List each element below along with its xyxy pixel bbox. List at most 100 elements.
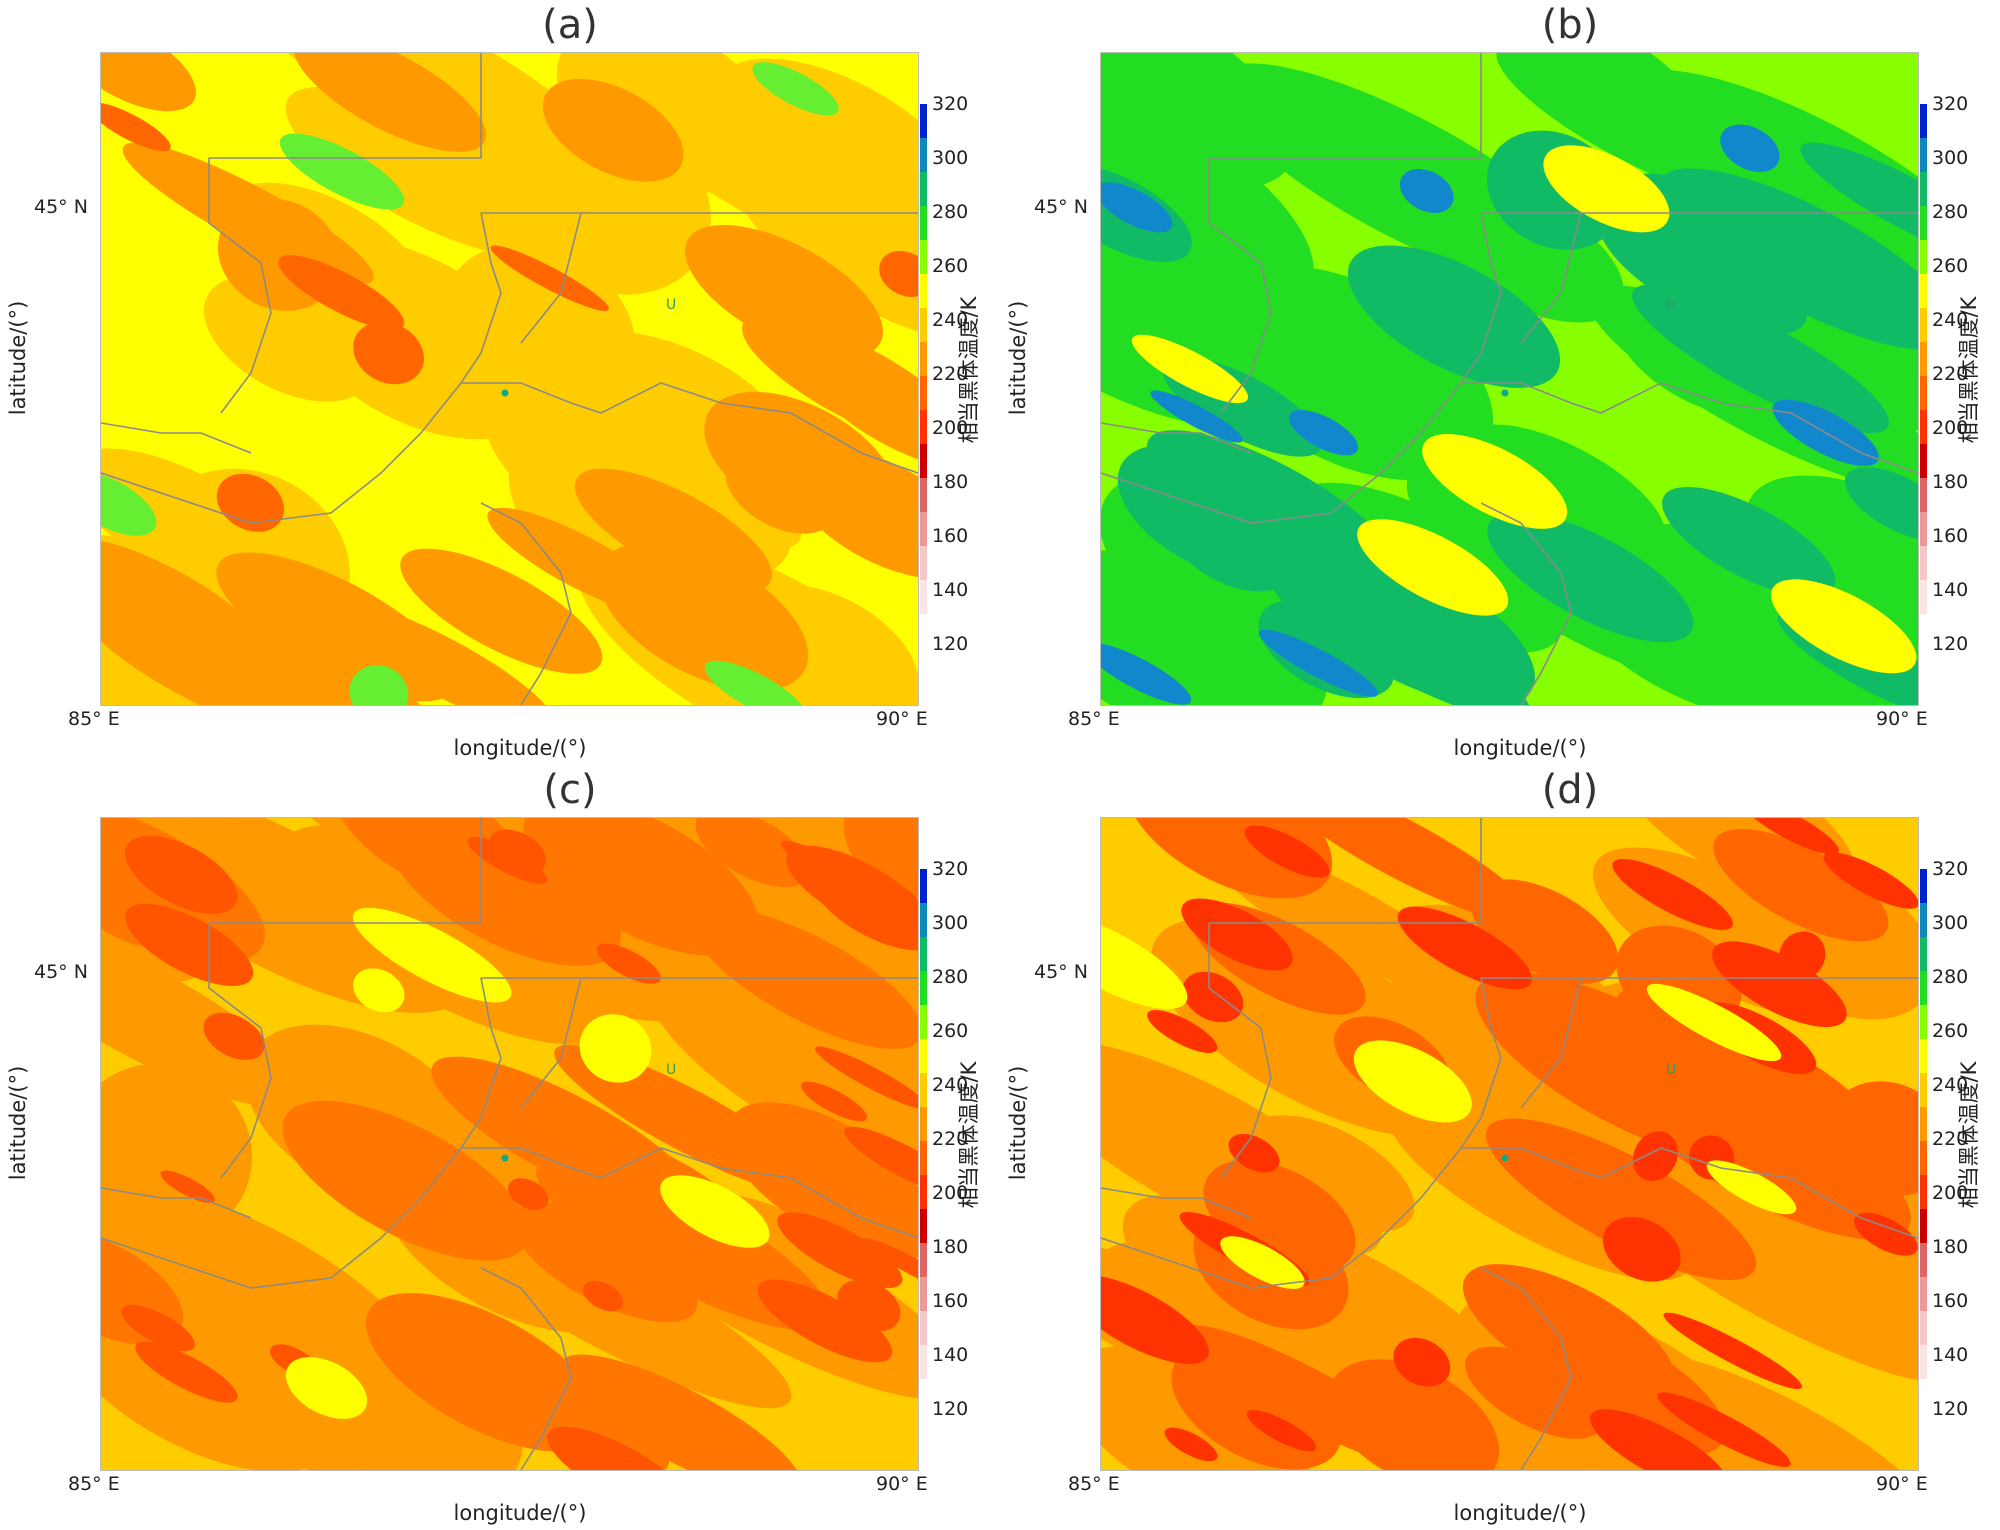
x-axis-label: longitude/(°) [1453,1501,1587,1525]
field-blob [879,250,918,298]
field-blob [285,1357,368,1419]
field-blob [1220,1236,1305,1289]
colorbar-segment [920,104,927,139]
boundary-line [480,502,572,705]
colorbar-segment [920,580,927,615]
field-blob [1181,898,1293,971]
colorbar-segment [1920,937,1927,972]
field-blob [617,53,881,192]
boundary-line [1520,977,1582,1109]
lon-tick-left: 85° E [1068,1473,1120,1495]
colorbar-segment [920,937,927,972]
boundary-line [480,1267,572,1470]
lon-tick-right: 90° E [876,1473,928,1495]
field-blob [574,468,772,593]
boundary-line [1101,1187,1252,1219]
colorbar-segment [1920,903,1927,938]
station-marker [501,389,509,397]
colorbar-segment [920,1039,927,1074]
map-plot: U [100,817,919,1471]
colorbar-tick: 280 [932,201,969,223]
field-blob [1470,879,1619,984]
colorbar-tick: 140 [1932,1344,1969,1366]
colorbar-tick: 220 [932,363,969,385]
colorbar-tick: 220 [1932,1128,1969,1150]
field-blob [1182,971,1244,1023]
colorbar-tick: 200 [932,417,969,439]
field-blob [725,448,837,534]
boundary-line [209,818,482,924]
y-axis-label: latitude/(°) [6,300,30,416]
field-blob [844,1126,918,1196]
boundary-line [1480,1267,1572,1470]
colorbar-tick: 260 [1932,1020,1969,1042]
field-blob [365,1293,605,1452]
field-blob [278,255,405,330]
field-blob [1258,629,1378,697]
boundary-line [1208,158,1272,414]
field-blob [124,835,238,914]
field-blob [1101,1274,1210,1364]
colorbar-segment [920,1277,927,1312]
field-blob [1269,818,1533,923]
field-blob [1353,1040,1472,1123]
field-blob [1101,1345,1311,1470]
field-blob [1288,410,1359,456]
boundary-line [101,977,502,1289]
lon-tick-left: 85° E [68,1473,120,1495]
field-blob [1657,1392,1791,1467]
field-blob [1101,642,1192,705]
colorbar-segment [1920,240,1927,275]
colorbar-segment [920,308,927,343]
field-blob [121,1304,195,1352]
colorbar-segment [920,342,927,377]
boundary-line [101,212,502,524]
station-marker [501,1154,509,1162]
colorbar-tick: 180 [932,1236,969,1258]
field-blob [812,868,918,951]
field-blob [160,1170,215,1203]
field-blob [1246,1410,1317,1452]
field-blob [1101,53,1295,189]
x-axis-label: longitude/(°) [1453,736,1587,760]
x-axis-label: longitude/(°) [453,736,587,760]
colorbar-title: 相当黑体温度/K [1957,296,1981,444]
colorbar-segment [920,971,927,1006]
field-blob [1602,1216,1681,1282]
field-blob [1228,1133,1280,1173]
colorbar-tick: 240 [1932,309,1969,331]
field-blob [1131,334,1249,404]
field-blob [843,818,918,897]
field-blob [1771,579,1917,674]
field-blob [511,1202,698,1323]
field-blob [1164,1427,1218,1462]
field-blob [400,548,603,674]
colorbar-segment [920,1311,927,1346]
field-blob [135,1341,238,1403]
field-blob [101,586,268,705]
colorbar-segment [1920,1073,1927,1108]
colorbar-tick: 120 [1932,1398,1969,1420]
colorbar-tick: 120 [932,633,969,655]
colorbar-segment [1920,410,1927,445]
field-blob [1399,168,1454,214]
field-blob [1646,983,1782,1062]
field-blob [1393,1337,1451,1387]
field-blob [174,603,460,705]
colorbar-tick: 320 [1932,93,1969,115]
field-blob [1271,573,1531,705]
colorbar-tick: 260 [932,255,969,277]
field-blob [279,133,405,210]
colorbar-segment [1920,869,1927,904]
colorbar-tick: 160 [1932,1290,1969,1312]
lon-tick-left: 85° E [1068,708,1120,730]
colorbar-tick: 120 [932,1398,969,1420]
colorbar-tick: 200 [932,1182,969,1204]
colorbar-tick: 160 [1932,525,1969,547]
boundary-line [520,977,582,1109]
colorbar-segment [1920,478,1927,513]
lon-tick-right: 90° E [1876,708,1928,730]
colorbar-segment [1920,172,1927,207]
map-marker-label: U [1666,1062,1676,1078]
boundary-line [461,1147,918,1239]
